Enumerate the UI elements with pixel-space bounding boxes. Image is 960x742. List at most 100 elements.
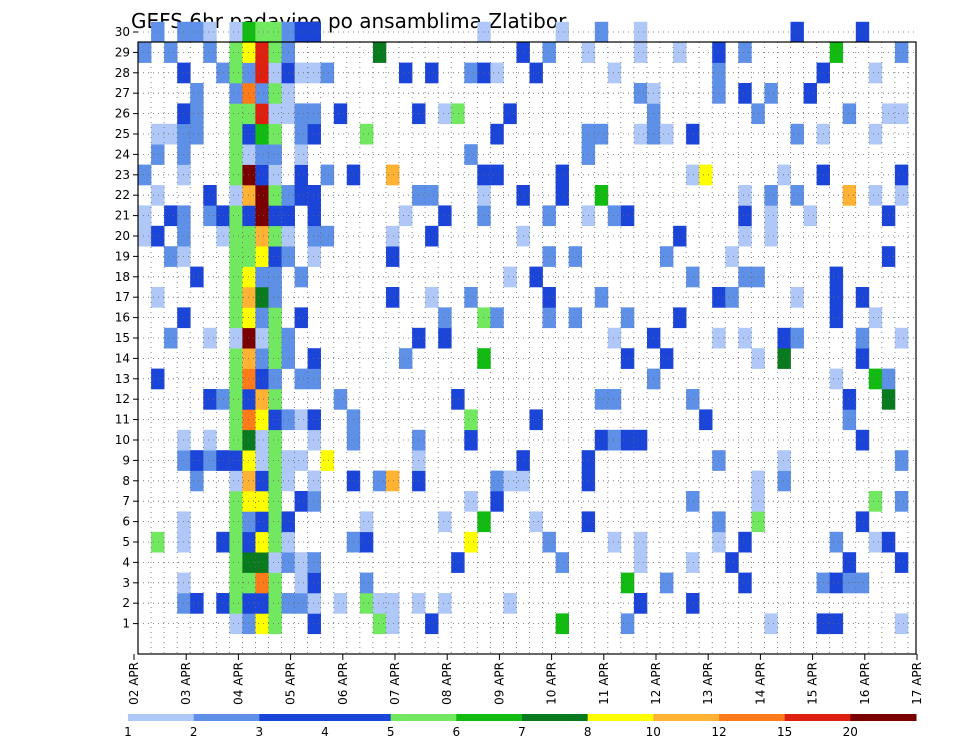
heatmap-cell	[229, 327, 243, 349]
heatmap-cell	[686, 123, 700, 145]
heatmap-cell	[790, 21, 804, 43]
heatmap-cell	[151, 144, 165, 165]
y-tick-label: 29	[115, 45, 130, 59]
heatmap-cell	[242, 511, 256, 533]
heatmap-cell	[386, 246, 400, 267]
heatmap-cell	[855, 327, 870, 349]
heatmap-cell	[242, 348, 256, 369]
heatmap-cell	[359, 572, 374, 594]
heatmap-cell	[620, 205, 635, 227]
x-tick-label: 11 APR	[597, 662, 611, 705]
colorbar-swatch	[719, 714, 786, 721]
heatmap-cell	[294, 552, 308, 573]
heatmap-cell	[490, 470, 504, 492]
heatmap-cell	[255, 205, 269, 227]
heatmap-cell	[555, 21, 569, 43]
heatmap-cell	[203, 389, 217, 410]
heatmap-cell	[555, 185, 569, 206]
heatmap-cell	[190, 450, 204, 471]
heatmap-cell	[255, 144, 269, 165]
heatmap-cell	[725, 287, 739, 308]
heatmap-cell	[777, 327, 791, 349]
heatmap-cell	[451, 389, 465, 410]
heatmap-cell	[542, 246, 556, 267]
heatmap-cell	[842, 572, 857, 594]
heatmap-cell	[425, 225, 439, 247]
heatmap-cell	[764, 83, 778, 104]
heatmap-cell	[268, 348, 282, 369]
heatmap-cell	[594, 429, 609, 451]
heatmap-cell	[268, 185, 282, 206]
heatmap-cell	[307, 62, 321, 84]
heatmap-cell	[594, 287, 609, 308]
colorbar-label: 4	[321, 725, 329, 739]
heatmap-cell	[190, 470, 204, 492]
heatmap-cell	[894, 491, 909, 512]
heatmap-cell	[764, 613, 778, 635]
heatmap-cell	[307, 429, 321, 451]
y-tick-label: 15	[115, 331, 130, 345]
heatmap-cell	[529, 266, 543, 288]
heatmap-cell	[255, 613, 269, 635]
colorbar-swatch	[522, 714, 589, 721]
heatmap-cell	[242, 307, 256, 329]
heatmap-cell	[255, 185, 269, 206]
colorbar-label: 2	[190, 725, 198, 739]
heatmap-cell	[399, 348, 413, 369]
heatmap-cell	[255, 103, 269, 125]
heatmap-cell	[372, 42, 387, 63]
heatmap-cell	[229, 307, 243, 329]
heatmap-cell	[255, 42, 269, 63]
heatmap-cell	[633, 42, 648, 63]
heatmap-cell	[255, 21, 269, 43]
heatmap-cell	[829, 613, 844, 635]
heatmap-cell	[764, 225, 778, 247]
heatmap-cell	[868, 531, 883, 553]
heatmap-cell	[229, 62, 243, 84]
heatmap-cell	[699, 164, 713, 186]
heatmap-cell	[633, 531, 648, 553]
x-tick-label: 15 APR	[806, 662, 820, 705]
heatmap-cell	[268, 103, 282, 125]
heatmap-cell	[242, 62, 256, 84]
colorbar-label: 12	[711, 725, 726, 739]
heatmap-cell	[829, 307, 844, 329]
y-tick-label: 13	[115, 372, 130, 386]
heatmap-cell	[268, 327, 282, 349]
heatmap-cell	[255, 123, 269, 145]
heatmap-cell	[229, 42, 243, 63]
y-tick-label: 19	[115, 249, 130, 263]
colorbar-swatch	[390, 714, 457, 721]
x-tick-label: 10 APR	[545, 662, 559, 705]
y-axis: 1234567891011121314151617181920212223242…	[115, 25, 138, 631]
heatmap-cell	[633, 21, 648, 43]
heatmap-cell	[242, 185, 256, 206]
heatmap-cell	[829, 266, 844, 288]
heatmap-cell	[294, 450, 308, 471]
heatmap-cell	[868, 123, 883, 145]
heatmap-cell	[242, 246, 256, 267]
y-tick-label: 20	[115, 229, 130, 243]
heatmap-cell	[503, 266, 517, 288]
heatmap-cell	[138, 225, 152, 247]
heatmap-cell	[268, 409, 282, 431]
y-tick-label: 27	[115, 86, 130, 100]
x-tick-label: 07 APR	[388, 662, 402, 705]
heatmap-cell	[229, 511, 243, 533]
heatmap-cell	[255, 491, 269, 512]
heatmap-cell	[190, 103, 204, 125]
colorbar-label: 7	[518, 725, 526, 739]
heatmap-cell	[490, 164, 504, 186]
y-tick-label: 1	[122, 617, 130, 631]
heatmap-cell	[164, 246, 178, 267]
heatmap-cell	[229, 266, 243, 288]
heatmap-cell	[829, 368, 844, 390]
heatmap-cell	[268, 470, 282, 492]
heatmap-cell	[542, 531, 556, 553]
heatmap-cell	[242, 531, 256, 553]
heatmap-cell	[607, 205, 622, 227]
heatmap-cell	[190, 21, 204, 43]
colorbar-swatch	[128, 714, 195, 721]
heatmap-cell	[268, 491, 282, 512]
heatmap-cell	[229, 491, 243, 512]
